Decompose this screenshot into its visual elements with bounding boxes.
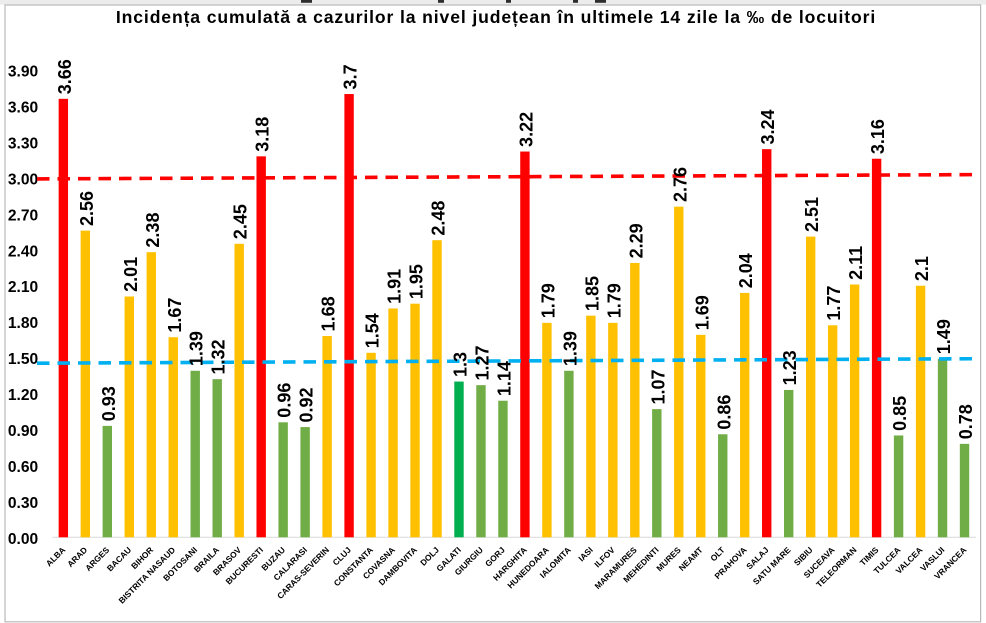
svg-text:1.39: 1.39: [187, 331, 207, 366]
svg-text:1.32: 1.32: [209, 340, 229, 375]
svg-text:1.14: 1.14: [494, 361, 514, 396]
svg-text:1.49: 1.49: [934, 319, 954, 354]
svg-text:2.11: 2.11: [846, 246, 866, 280]
svg-text:3.00: 3.00: [8, 171, 39, 188]
svg-text:0.85: 0.85: [890, 396, 910, 431]
svg-text:1.68: 1.68: [319, 296, 339, 331]
svg-text:3.66: 3.66: [55, 59, 75, 94]
svg-text:1.85: 1.85: [582, 276, 602, 311]
svg-text:1.95: 1.95: [407, 264, 427, 299]
svg-text:1.27: 1.27: [472, 346, 492, 381]
svg-text:Incidența cumulată a cazurilor: Incidența cumulată a cazurilor la nivel …: [116, 7, 876, 27]
svg-text:0.90: 0.90: [8, 423, 39, 440]
svg-text:3.16: 3.16: [868, 119, 888, 154]
svg-text:2.48: 2.48: [429, 201, 449, 236]
svg-text:2.56: 2.56: [77, 191, 97, 226]
svg-text:1.80: 1.80: [8, 315, 39, 332]
svg-text:1.77: 1.77: [824, 286, 844, 321]
svg-text:0.93: 0.93: [99, 386, 119, 421]
svg-text:1.3: 1.3: [450, 352, 470, 377]
svg-text:3.18: 3.18: [253, 117, 273, 152]
svg-text:1.69: 1.69: [692, 295, 712, 330]
svg-text:3.60: 3.60: [8, 100, 39, 117]
svg-text:0.00: 0.00: [8, 531, 39, 548]
svg-text:2.40: 2.40: [8, 243, 39, 260]
svg-text:2.76: 2.76: [670, 167, 690, 202]
svg-text:2.29: 2.29: [626, 223, 646, 258]
svg-text:1.07: 1.07: [648, 369, 668, 404]
svg-text:2.10: 2.10: [8, 279, 39, 296]
svg-text:1.39: 1.39: [560, 331, 580, 366]
svg-text:2.04: 2.04: [736, 253, 756, 288]
svg-text:3.30: 3.30: [8, 136, 39, 153]
svg-text:1.50: 1.50: [8, 351, 39, 368]
svg-text:2.01: 2.01: [121, 257, 141, 292]
svg-text:3.22: 3.22: [516, 112, 536, 147]
svg-text:2.1: 2.1: [912, 256, 932, 281]
svg-text:1.91: 1.91: [385, 269, 405, 304]
svg-text:1.79: 1.79: [538, 283, 558, 318]
svg-text:0.86: 0.86: [714, 395, 734, 430]
svg-text:0.96: 0.96: [275, 383, 295, 418]
svg-text:2.51: 2.51: [802, 197, 822, 232]
svg-text:1.54: 1.54: [363, 313, 383, 348]
svg-text:1.67: 1.67: [165, 298, 185, 333]
svg-text:0.78: 0.78: [956, 404, 976, 439]
svg-text:0.92: 0.92: [297, 387, 317, 422]
svg-text:2.70: 2.70: [8, 207, 39, 224]
svg-text:0.30: 0.30: [8, 495, 39, 512]
svg-text:2.45: 2.45: [231, 204, 251, 239]
svg-text:1.20: 1.20: [8, 387, 39, 404]
svg-text:3.7: 3.7: [341, 64, 361, 89]
svg-text:1.23: 1.23: [780, 350, 800, 385]
svg-text:0.60: 0.60: [8, 459, 39, 476]
svg-text:2.38: 2.38: [143, 213, 163, 248]
svg-text:1.79: 1.79: [604, 283, 624, 318]
svg-text:3.90: 3.90: [8, 64, 39, 81]
svg-text:3.24: 3.24: [758, 110, 778, 145]
